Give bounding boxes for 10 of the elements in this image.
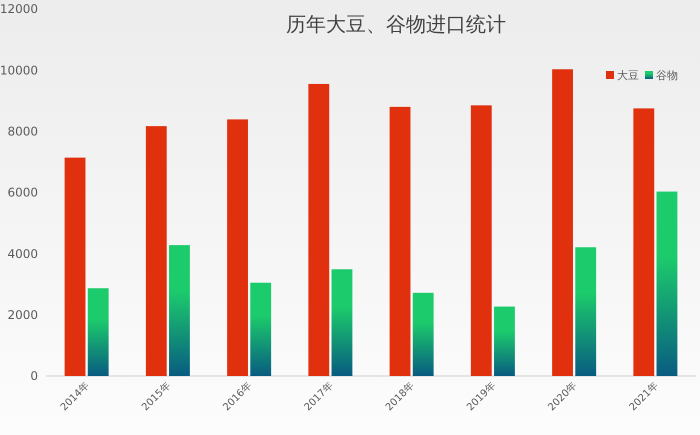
y-tick-label: 6000 <box>7 186 38 200</box>
y-tick-label: 12000 <box>0 2 38 16</box>
y-tick-label: 8000 <box>7 124 38 139</box>
legend-label: 谷物 <box>656 68 678 82</box>
y-tick-label: 10000 <box>0 63 38 78</box>
y-tick-label: 4000 <box>7 246 38 261</box>
y-tick-label: 2000 <box>7 308 38 322</box>
y-tick-label: 0 <box>30 369 38 384</box>
chart-title: 历年大豆、谷物进口统计 <box>286 12 506 36</box>
legend-label: 大豆 <box>617 68 639 82</box>
